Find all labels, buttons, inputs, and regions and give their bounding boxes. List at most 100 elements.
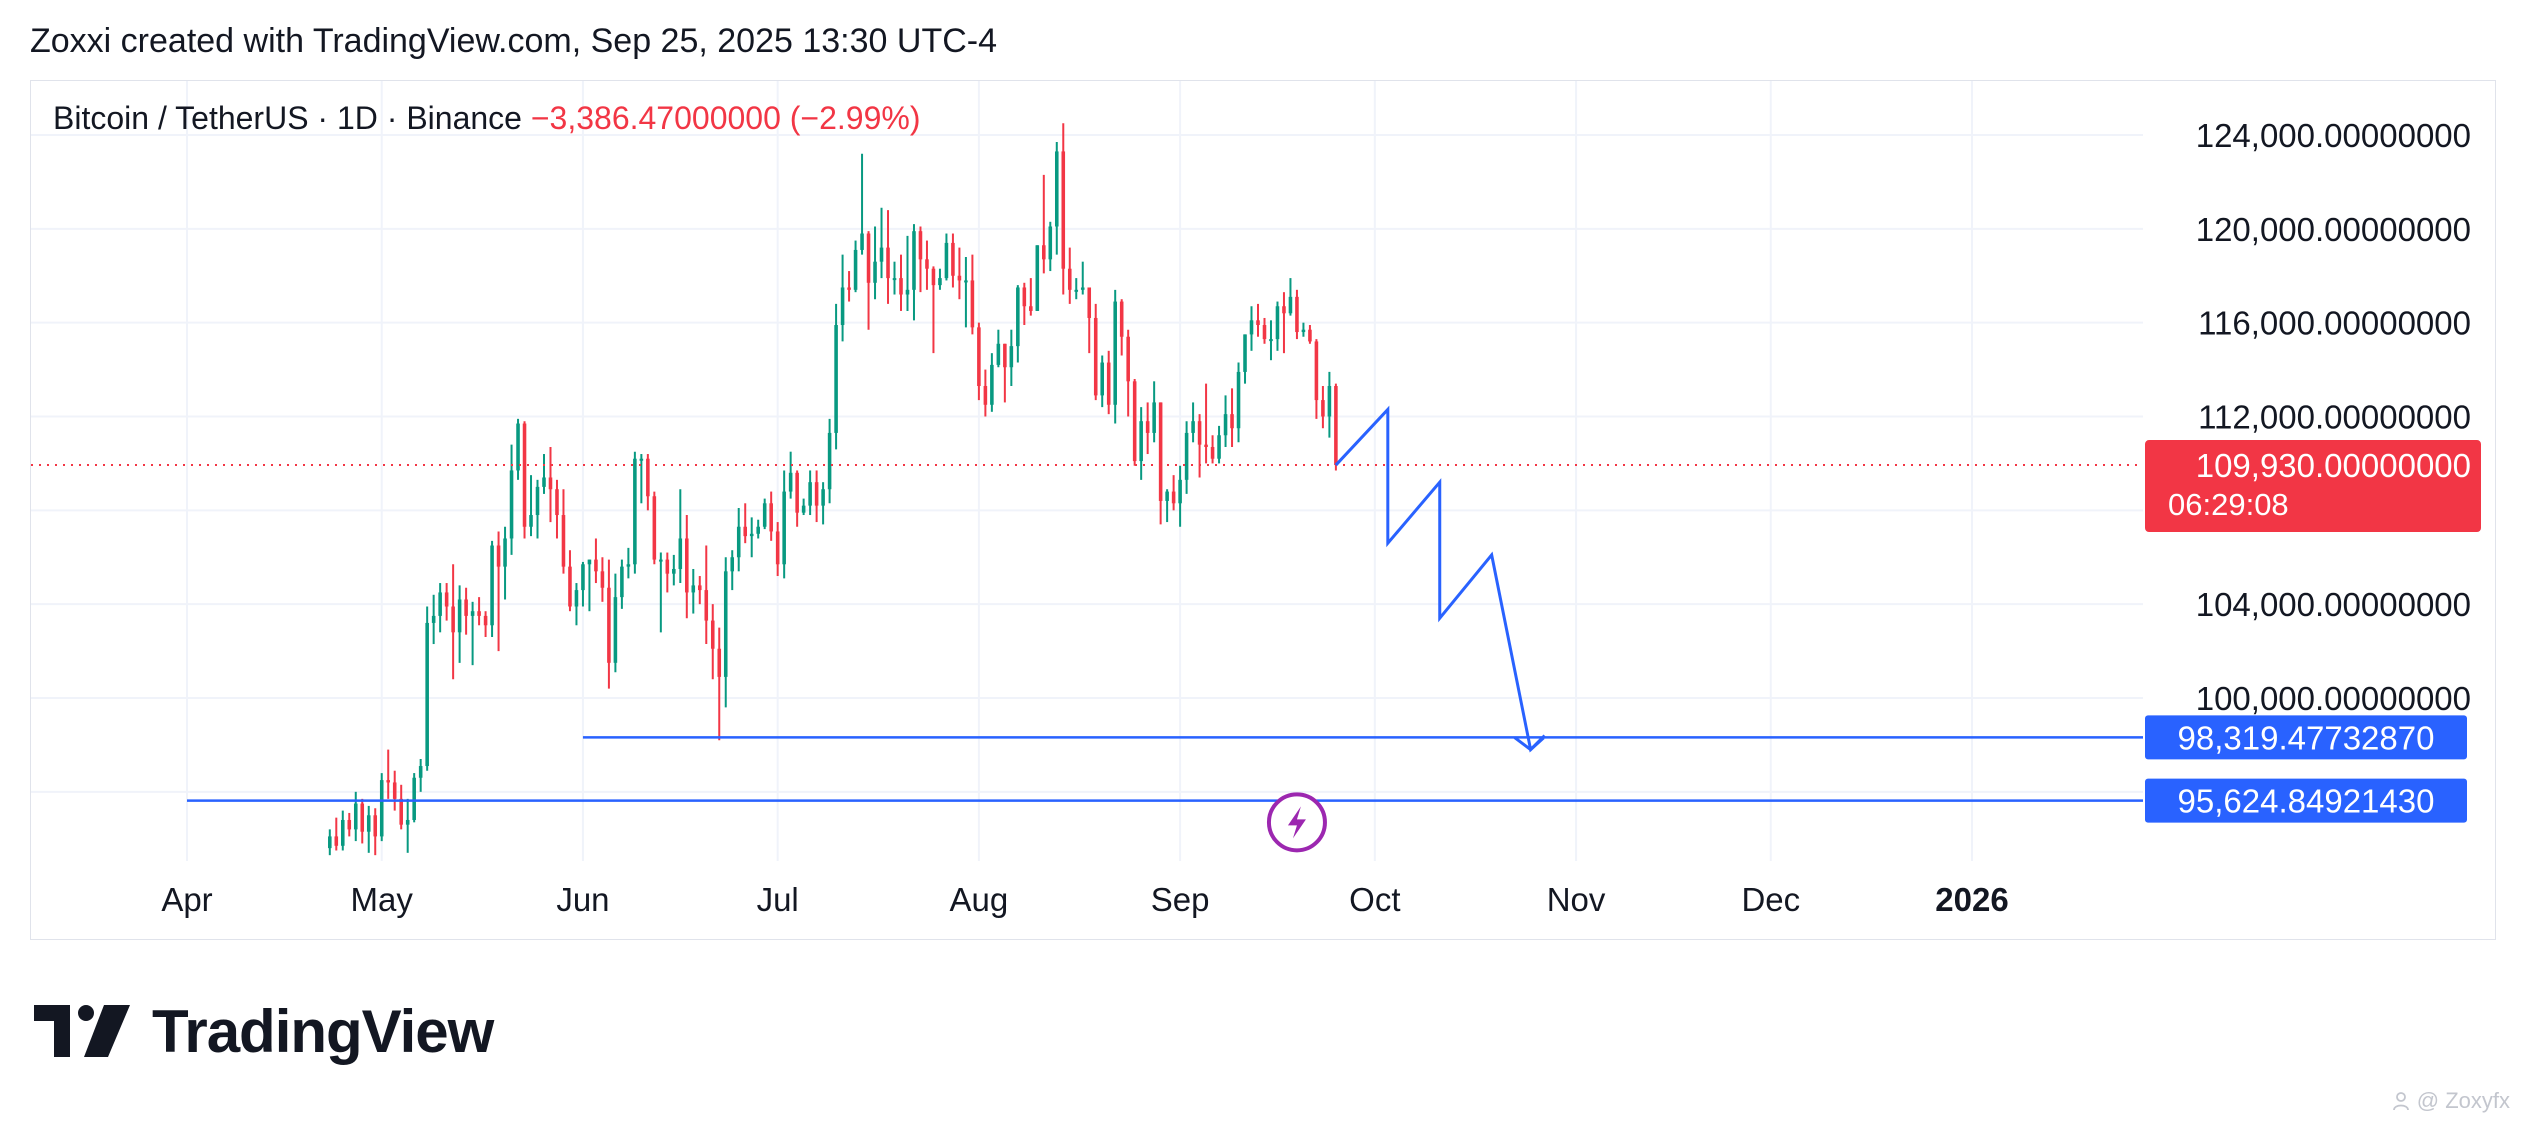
candle[interactable] <box>1029 278 1033 316</box>
candle[interactable] <box>509 444 514 555</box>
candle[interactable] <box>652 491 657 565</box>
candle[interactable] <box>892 261 897 295</box>
candle[interactable] <box>1282 292 1286 354</box>
candle[interactable] <box>594 538 598 584</box>
candle[interactable] <box>1204 383 1208 464</box>
candle[interactable] <box>1223 395 1228 447</box>
candle[interactable] <box>392 770 397 811</box>
candle[interactable] <box>639 454 644 504</box>
candle[interactable] <box>347 812 352 837</box>
candle[interactable] <box>451 564 455 680</box>
candle[interactable] <box>990 353 994 412</box>
candle[interactable] <box>548 446 553 523</box>
candle[interactable] <box>555 479 559 539</box>
candle[interactable] <box>477 597 481 626</box>
candle[interactable] <box>600 557 605 602</box>
candle[interactable] <box>983 369 988 417</box>
candle[interactable] <box>626 547 631 579</box>
candle[interactable] <box>944 233 949 281</box>
candle[interactable] <box>581 561 585 607</box>
candle[interactable] <box>827 418 832 504</box>
candle[interactable] <box>788 451 793 499</box>
candle[interactable] <box>1009 329 1014 387</box>
candle[interactable] <box>957 247 962 300</box>
candle[interactable] <box>366 805 371 853</box>
candle[interactable] <box>1288 278 1293 316</box>
candle[interactable] <box>782 470 786 579</box>
candle[interactable] <box>951 233 955 288</box>
candle[interactable] <box>1139 407 1143 480</box>
candle[interactable] <box>1295 289 1299 340</box>
candle[interactable] <box>769 491 773 541</box>
candle[interactable] <box>1217 425 1221 464</box>
candle[interactable] <box>977 322 981 401</box>
candle[interactable] <box>743 503 748 544</box>
candle[interactable] <box>1113 289 1117 424</box>
candle[interactable] <box>905 235 910 311</box>
candle[interactable] <box>1126 329 1130 417</box>
candle[interactable] <box>1016 285 1020 363</box>
candle[interactable] <box>1275 301 1280 351</box>
candle[interactable] <box>386 749 391 799</box>
candle[interactable] <box>873 226 877 300</box>
candle[interactable] <box>373 808 378 856</box>
candle[interactable] <box>431 594 436 645</box>
candle[interactable] <box>801 498 806 516</box>
candle[interactable] <box>860 153 864 255</box>
candle[interactable] <box>970 254 975 335</box>
candle[interactable] <box>853 240 858 293</box>
candle[interactable] <box>379 773 384 842</box>
candle[interactable] <box>334 817 339 851</box>
candle[interactable] <box>574 583 579 626</box>
candle[interactable] <box>1191 402 1195 443</box>
candlestick-chart[interactable]: Bitcoin / TetherUS · 1D · Binance −3,386… <box>31 81 2497 941</box>
candle[interactable] <box>360 798 365 844</box>
candle[interactable] <box>1061 123 1066 295</box>
candle[interactable] <box>1171 475 1176 511</box>
candle[interactable] <box>1087 287 1092 354</box>
candle[interactable] <box>756 519 760 539</box>
candle[interactable] <box>814 470 819 523</box>
candle[interactable] <box>405 798 410 853</box>
candle[interactable] <box>912 224 916 321</box>
candle[interactable] <box>1308 325 1312 344</box>
candle[interactable] <box>1132 378 1137 466</box>
candle[interactable] <box>717 627 722 741</box>
candle[interactable] <box>1210 435 1215 464</box>
candle[interactable] <box>964 256 968 328</box>
candle[interactable] <box>665 552 670 593</box>
candle[interactable] <box>691 568 696 614</box>
candle[interactable] <box>438 583 442 633</box>
candle[interactable] <box>1321 386 1325 429</box>
candle[interactable] <box>697 576 702 605</box>
candle[interactable] <box>483 611 488 638</box>
candle[interactable] <box>1042 174 1046 274</box>
candle[interactable] <box>470 601 475 666</box>
candle[interactable] <box>1178 465 1182 527</box>
candle[interactable] <box>1106 350 1111 415</box>
candle[interactable] <box>1165 489 1169 523</box>
candle[interactable] <box>678 489 683 584</box>
candle[interactable] <box>847 271 851 302</box>
candle[interactable] <box>490 540 494 638</box>
candle[interactable] <box>1197 414 1202 478</box>
candle[interactable] <box>704 545 709 645</box>
candle[interactable] <box>444 583 449 621</box>
candle[interactable] <box>328 829 332 856</box>
candle[interactable] <box>646 454 650 511</box>
candle[interactable] <box>425 606 429 771</box>
candle[interactable] <box>1054 142 1059 255</box>
candle[interactable] <box>879 207 884 279</box>
candle[interactable] <box>1262 317 1267 344</box>
candle[interactable] <box>1074 278 1079 300</box>
candle[interactable] <box>1145 402 1150 455</box>
candle[interactable] <box>730 550 735 591</box>
candle[interactable] <box>821 482 825 525</box>
candle[interactable] <box>899 254 903 311</box>
candle[interactable] <box>808 470 812 516</box>
candle[interactable] <box>1184 421 1189 494</box>
candle[interactable] <box>1048 221 1053 272</box>
candle[interactable] <box>613 573 618 673</box>
candle[interactable] <box>1022 282 1027 326</box>
candle[interactable] <box>561 489 566 574</box>
